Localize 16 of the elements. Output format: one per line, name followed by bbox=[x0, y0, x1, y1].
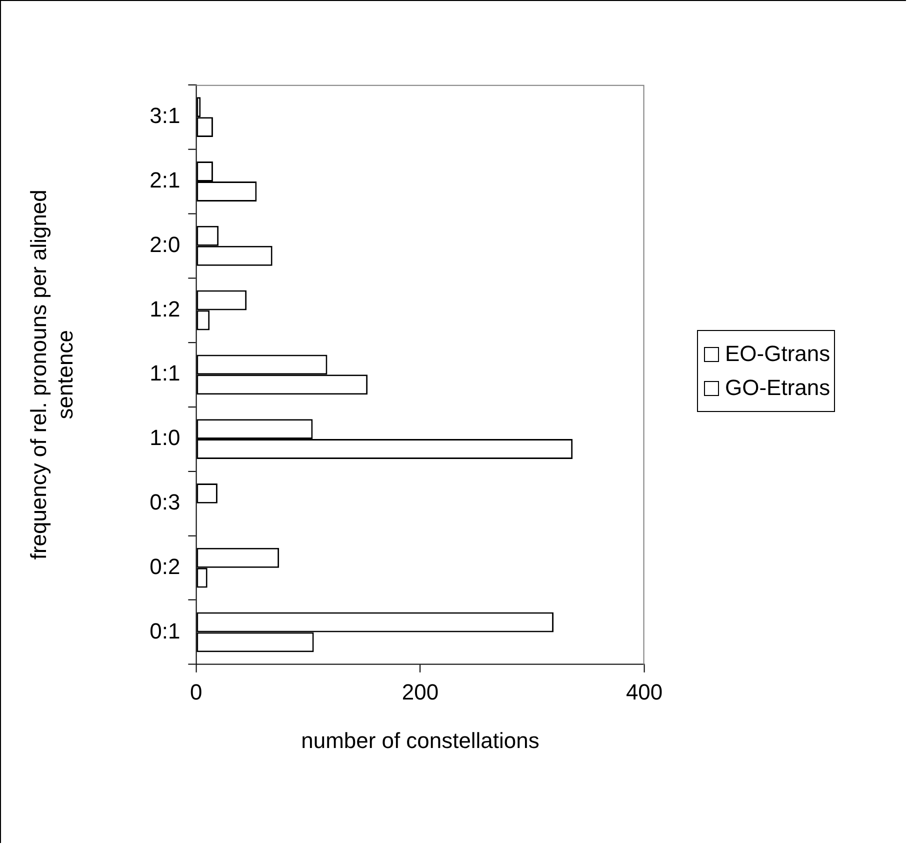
text: GO-Etrans bbox=[725, 374, 830, 402]
y-tick-label: 1:1 bbox=[150, 360, 180, 386]
y-tick-label: 2:0 bbox=[150, 232, 180, 257]
y-axis-title: frequency of rel. pronouns per aligned sentence bbox=[26, 190, 78, 560]
y-tick-label: 1:2 bbox=[150, 296, 180, 322]
x-tick-label: 400 bbox=[626, 680, 663, 705]
x-axis-title: number of constellations bbox=[301, 728, 540, 753]
y-tick-label: 1:0 bbox=[150, 425, 180, 450]
y-tick-label: 2:1 bbox=[150, 168, 180, 193]
x-tick-label: 0 bbox=[190, 680, 202, 705]
y-tick-label: 3:1 bbox=[150, 103, 180, 128]
x-tick-label: 200 bbox=[402, 680, 439, 705]
y-tick-label: 0:2 bbox=[150, 554, 180, 579]
y-tick-label: 0:3 bbox=[150, 489, 180, 514]
y-tick-label: 0:1 bbox=[150, 618, 180, 644]
text: EO-Gtrans bbox=[725, 340, 830, 368]
